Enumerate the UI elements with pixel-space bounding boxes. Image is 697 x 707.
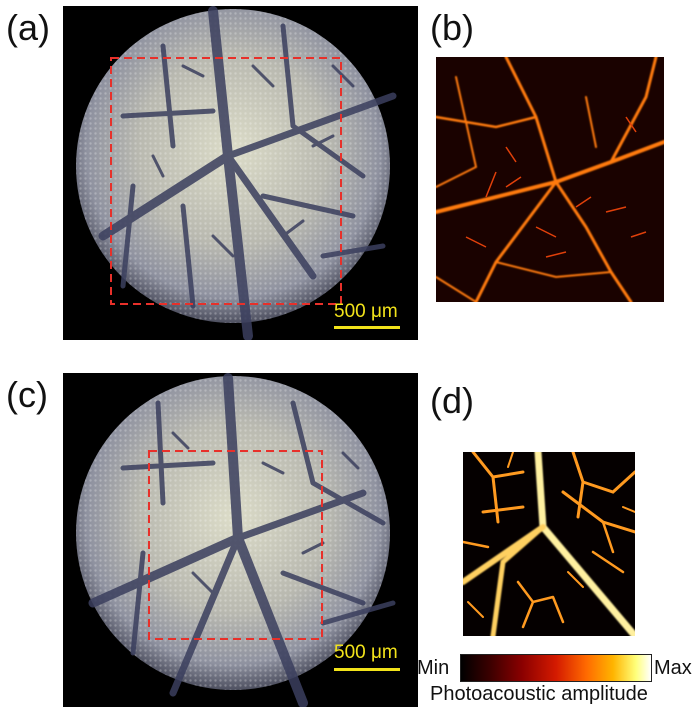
panel-label-b: (b)	[430, 7, 474, 48]
photoacoustic-image-d	[463, 452, 635, 636]
colorbar-min-label: Min	[417, 657, 450, 679]
photoacoustic-image-b	[436, 57, 664, 302]
scalebar-label-a: 500 μm	[334, 301, 398, 322]
roi-box-c	[148, 450, 323, 640]
colorbar-caption: Photoacoustic amplitude	[430, 683, 648, 705]
roi-box-a	[110, 57, 342, 305]
panel-label-c: (c)	[6, 374, 48, 415]
leaf-microscope-image-c: 500 μm	[63, 373, 418, 707]
panel-label-a: (a)	[6, 7, 50, 48]
colorbar-max-label: Max	[654, 657, 692, 679]
scalebar-label-c: 500 μm	[334, 642, 398, 663]
colorbar	[460, 654, 652, 682]
panel-label-d: (d)	[430, 380, 474, 421]
scalebar-a	[334, 326, 400, 329]
leaf-microscope-image-a: 500 μm	[63, 6, 418, 340]
scalebar-c	[334, 668, 400, 671]
